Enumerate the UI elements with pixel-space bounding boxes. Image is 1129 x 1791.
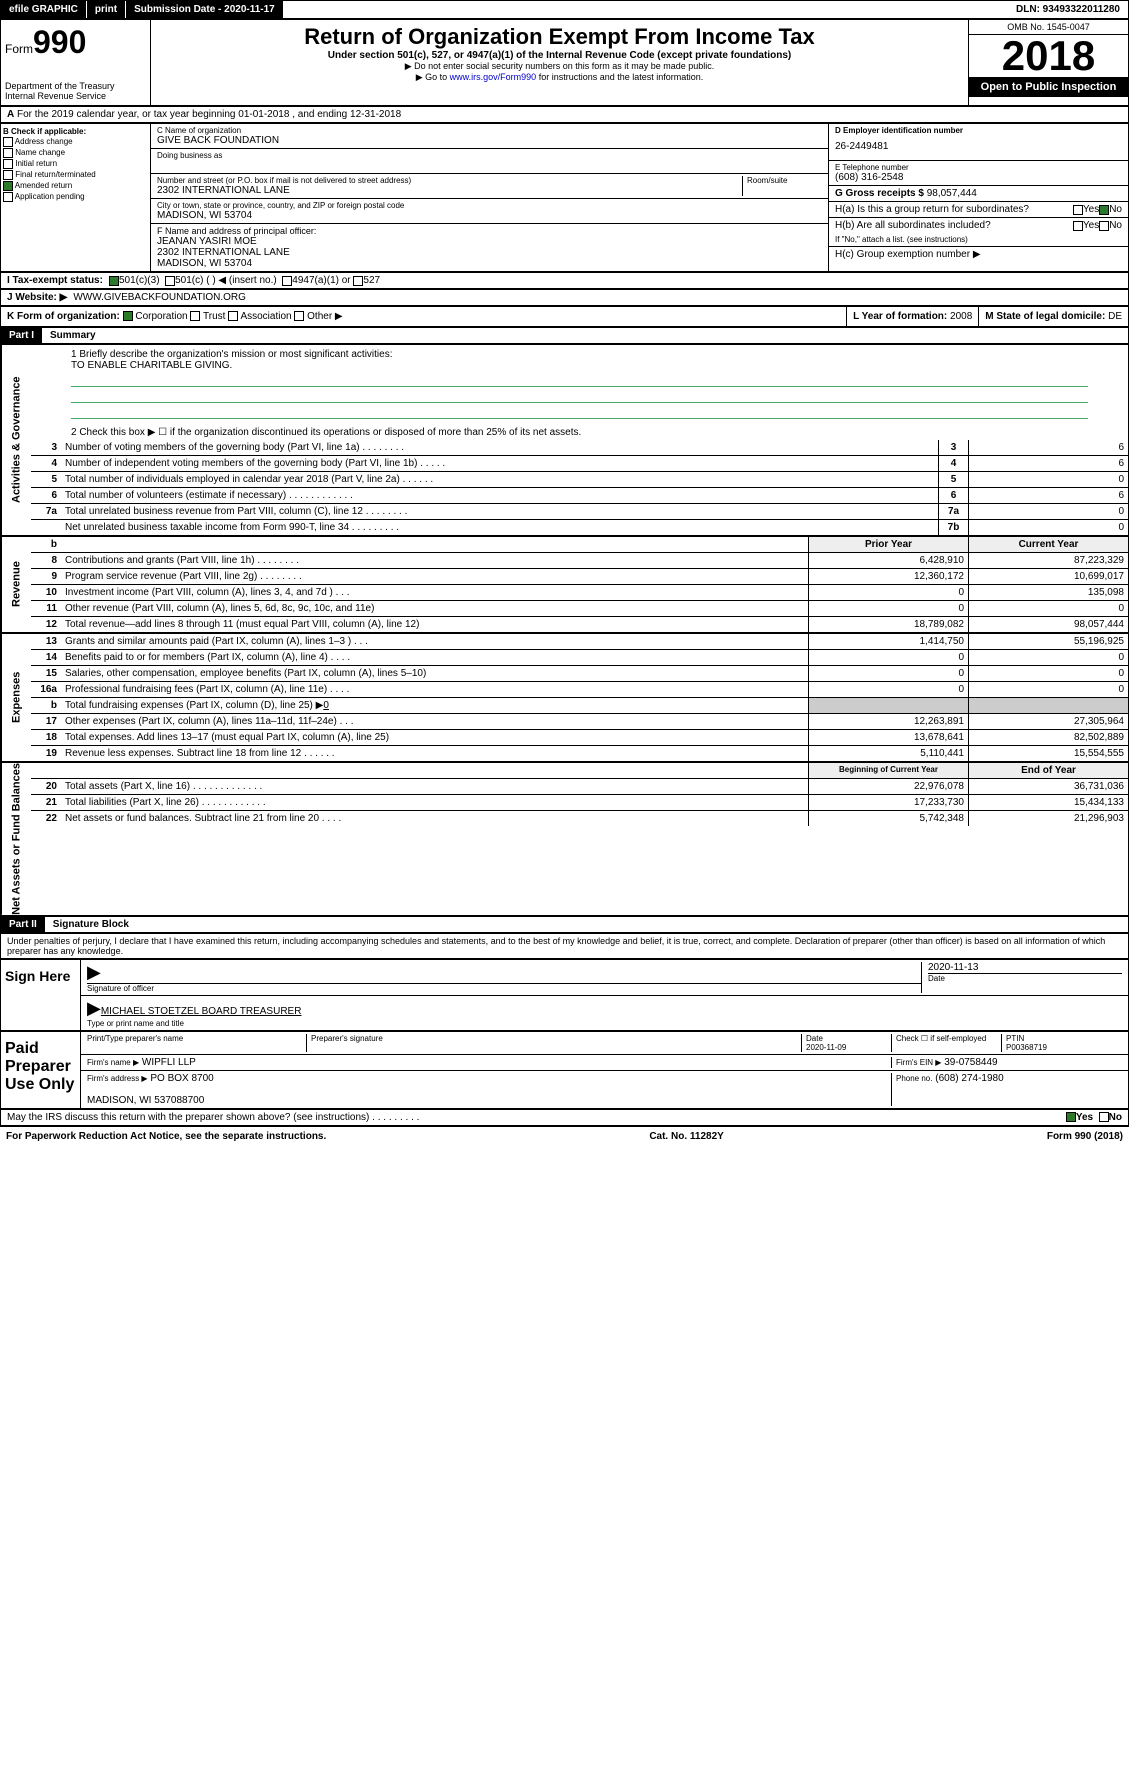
note-ssn: ▶ Do not enter social security numbers o… <box>155 61 964 72</box>
row-i: I Tax-exempt status: 501(c)(3) 501(c) ( … <box>0 272 1129 289</box>
col-c: C Name of organizationGIVE BACK FOUNDATI… <box>151 124 828 271</box>
chk-amended[interactable] <box>3 181 13 191</box>
firm-ein: 39-0758449 <box>944 1057 997 1068</box>
org-city: MADISON, WI 53704 <box>157 210 822 221</box>
year-formation: 2008 <box>950 311 972 322</box>
chk-ha-no[interactable] <box>1099 205 1109 215</box>
state-domicile: DE <box>1108 311 1122 322</box>
tax-year: 2018 <box>969 35 1128 77</box>
form-header: Form990 Department of the Treasury Inter… <box>0 19 1129 106</box>
print-btn[interactable]: print <box>87 1 126 18</box>
chk-discuss-yes[interactable] <box>1066 1112 1076 1122</box>
discuss-row: May the IRS discuss this return with the… <box>0 1109 1129 1126</box>
footer: For Paperwork Reduction Act Notice, see … <box>0 1126 1129 1146</box>
chk-final[interactable] <box>3 170 13 180</box>
chk-other[interactable] <box>294 311 304 321</box>
side-governance: Activities & Governance <box>1 345 31 535</box>
chk-4947[interactable] <box>282 276 292 286</box>
firm-name: WIPFLI LLP <box>142 1057 196 1068</box>
chk-ha-yes[interactable] <box>1073 205 1083 215</box>
chk-initial[interactable] <box>3 159 13 169</box>
ein: 26-2449481 <box>835 135 1122 158</box>
chk-address[interactable] <box>3 137 13 147</box>
part2-header: Part II Signature Block <box>0 916 1129 933</box>
officer-signature-name: MICHAEL STOETZEL BOARD TREASURER <box>101 1006 302 1017</box>
chk-501c3[interactable] <box>109 276 119 286</box>
expenses-section: Expenses 13Grants and similar amounts pa… <box>0 633 1129 762</box>
row-j: J Website: ▶ WWW.GIVEBACKFOUNDATION.ORG <box>0 289 1129 306</box>
section-bcd: B Check if applicable: Address change Na… <box>0 123 1129 272</box>
open-public-badge: Open to Public Inspection <box>969 77 1128 97</box>
gross-receipts: 98,057,444 <box>927 188 977 199</box>
efile-btn[interactable]: efile GRAPHIC <box>1 1 87 18</box>
dept-treasury: Department of the Treasury Internal Reve… <box>5 81 146 101</box>
col-d: D Employer identification number26-24494… <box>828 124 1128 271</box>
side-netassets: Net Assets or Fund Balances <box>1 763 31 915</box>
form-number: Form990 <box>5 24 146 61</box>
perjury-statement: Under penalties of perjury, I declare th… <box>0 933 1129 959</box>
chk-501c[interactable] <box>165 276 175 286</box>
governance-section: Activities & Governance 1 Briefly descri… <box>0 344 1129 536</box>
chk-corp[interactable] <box>123 311 133 321</box>
submission-date: Submission Date - 2020-11-17 <box>126 1 283 18</box>
chk-hb-yes[interactable] <box>1073 221 1083 231</box>
side-revenue: Revenue <box>1 537 31 632</box>
chk-discuss-no[interactable] <box>1099 1112 1109 1122</box>
irs-link[interactable]: www.irs.gov/Form990 <box>450 72 537 82</box>
row-klm: K Form of organization: Corporation Trus… <box>0 306 1129 327</box>
paid-preparer-block: Paid Preparer Use Only Print/Type prepar… <box>0 1031 1129 1109</box>
form-subtitle: Under section 501(c), 527, or 4947(a)(1)… <box>155 50 964 61</box>
mission-text: TO ENABLE CHARITABLE GIVING. <box>71 360 1088 371</box>
chk-527[interactable] <box>353 276 363 286</box>
ptin: P00368719 <box>1006 1043 1047 1052</box>
firm-phone: (608) 274-1980 <box>935 1073 1003 1084</box>
org-address: 2302 INTERNATIONAL LANE <box>157 185 742 196</box>
revenue-section: Revenue bPrior YearCurrent Year 8Contrib… <box>0 536 1129 633</box>
form-title: Return of Organization Exempt From Incom… <box>155 24 964 50</box>
phone: (608) 316-2548 <box>835 172 1122 183</box>
website: WWW.GIVEBACKFOUNDATION.ORG <box>73 292 246 303</box>
org-name: GIVE BACK FOUNDATION <box>157 135 822 146</box>
netassets-section: Net Assets or Fund Balances Beginning of… <box>0 762 1129 916</box>
dln: DLN: 93493322011280 <box>1008 1 1128 18</box>
col-b-checkboxes: B Check if applicable: Address change Na… <box>1 124 151 271</box>
note-goto: ▶ Go to www.irs.gov/Form990 for instruct… <box>155 72 964 83</box>
chk-assoc[interactable] <box>228 311 238 321</box>
chk-trust[interactable] <box>190 311 200 321</box>
sign-here-block: Sign Here ▶Signature of officer2020-11-1… <box>0 959 1129 1031</box>
officer-name: JEANAN YASIRI MOE 2302 INTERNATIONAL LAN… <box>157 236 822 269</box>
chk-hb-no[interactable] <box>1099 221 1109 231</box>
part1-header: Part I Summary <box>0 327 1129 344</box>
top-bar: efile GRAPHIC print Submission Date - 20… <box>0 0 1129 19</box>
chk-name[interactable] <box>3 148 13 158</box>
chk-app[interactable] <box>3 192 13 202</box>
row-a: A For the 2019 calendar year, or tax yea… <box>0 106 1129 123</box>
side-expenses: Expenses <box>1 634 31 761</box>
